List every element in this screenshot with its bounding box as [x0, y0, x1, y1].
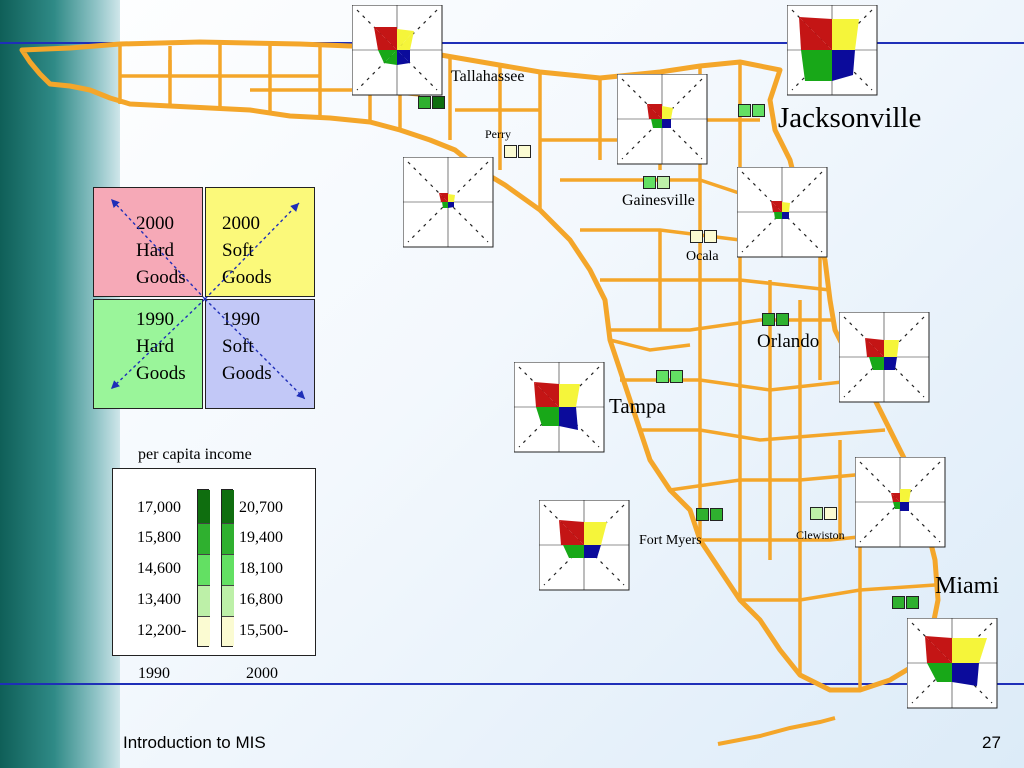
glyph-tallahassee [351, 4, 444, 97]
income-legend-year-1990: 1990 [138, 665, 170, 682]
city-label-jacksonville: Jacksonville [778, 102, 922, 134]
income-legend-year-2000: 2000 [246, 665, 278, 682]
city-label-fort-myers: Fort Myers [639, 533, 702, 548]
glyph-orlando [838, 311, 931, 404]
income-legend-title: per capita income [138, 446, 252, 463]
city-label-gainesville: Gainesville [622, 192, 695, 209]
glyph-palm-beach [854, 456, 947, 549]
city-label-perry: Perry [485, 127, 511, 141]
bottom-rule [0, 683, 1024, 685]
glyph-fort-myers [538, 499, 631, 592]
page-number: 27 [982, 733, 1001, 752]
city-label-tallahassee: Tallahassee [451, 68, 525, 85]
glyph-miami [906, 617, 999, 710]
income-pair-perry [504, 145, 532, 158]
footer-title: Introduction to MIS [123, 733, 266, 752]
glyph-lake-city [616, 73, 709, 166]
glyph-gainesville [736, 166, 829, 259]
income-legend: 17,000 15,800 14,600 13,400 12,200- 20,7… [112, 468, 316, 656]
glyph-perry [402, 156, 495, 249]
city-label-tampa: Tampa [609, 394, 666, 418]
glyph-tampa [513, 361, 606, 454]
income-pair-gainesville [643, 176, 671, 189]
income-pair-fort-myers [696, 508, 724, 521]
income-pair-jacksonville [738, 104, 766, 117]
income-scale-1990 [197, 489, 210, 647]
income-scale-2000 [221, 489, 234, 647]
top-rule [0, 42, 1024, 44]
quadrant-legend: 2000 Hard Goods 2000 Soft Goods 1990 Har… [93, 187, 317, 411]
panhandle-outline [19, 39, 941, 693]
legend-diagonal-arrows [110, 198, 306, 400]
city-label-clewiston: Clewiston [796, 528, 845, 542]
income-pair-tallahassee [418, 96, 446, 109]
city-label-miami: Miami [935, 573, 999, 599]
income-pair-tampa [656, 370, 684, 383]
city-label-ocala: Ocala [686, 249, 719, 264]
income-pair-miami [892, 596, 920, 609]
income-pair-orlando [762, 313, 790, 326]
city-label-orlando: Orlando [757, 331, 820, 352]
income-pair-ocala [690, 230, 718, 243]
glyph-jacksonville [786, 4, 879, 97]
income-pair-clewiston [810, 507, 838, 520]
